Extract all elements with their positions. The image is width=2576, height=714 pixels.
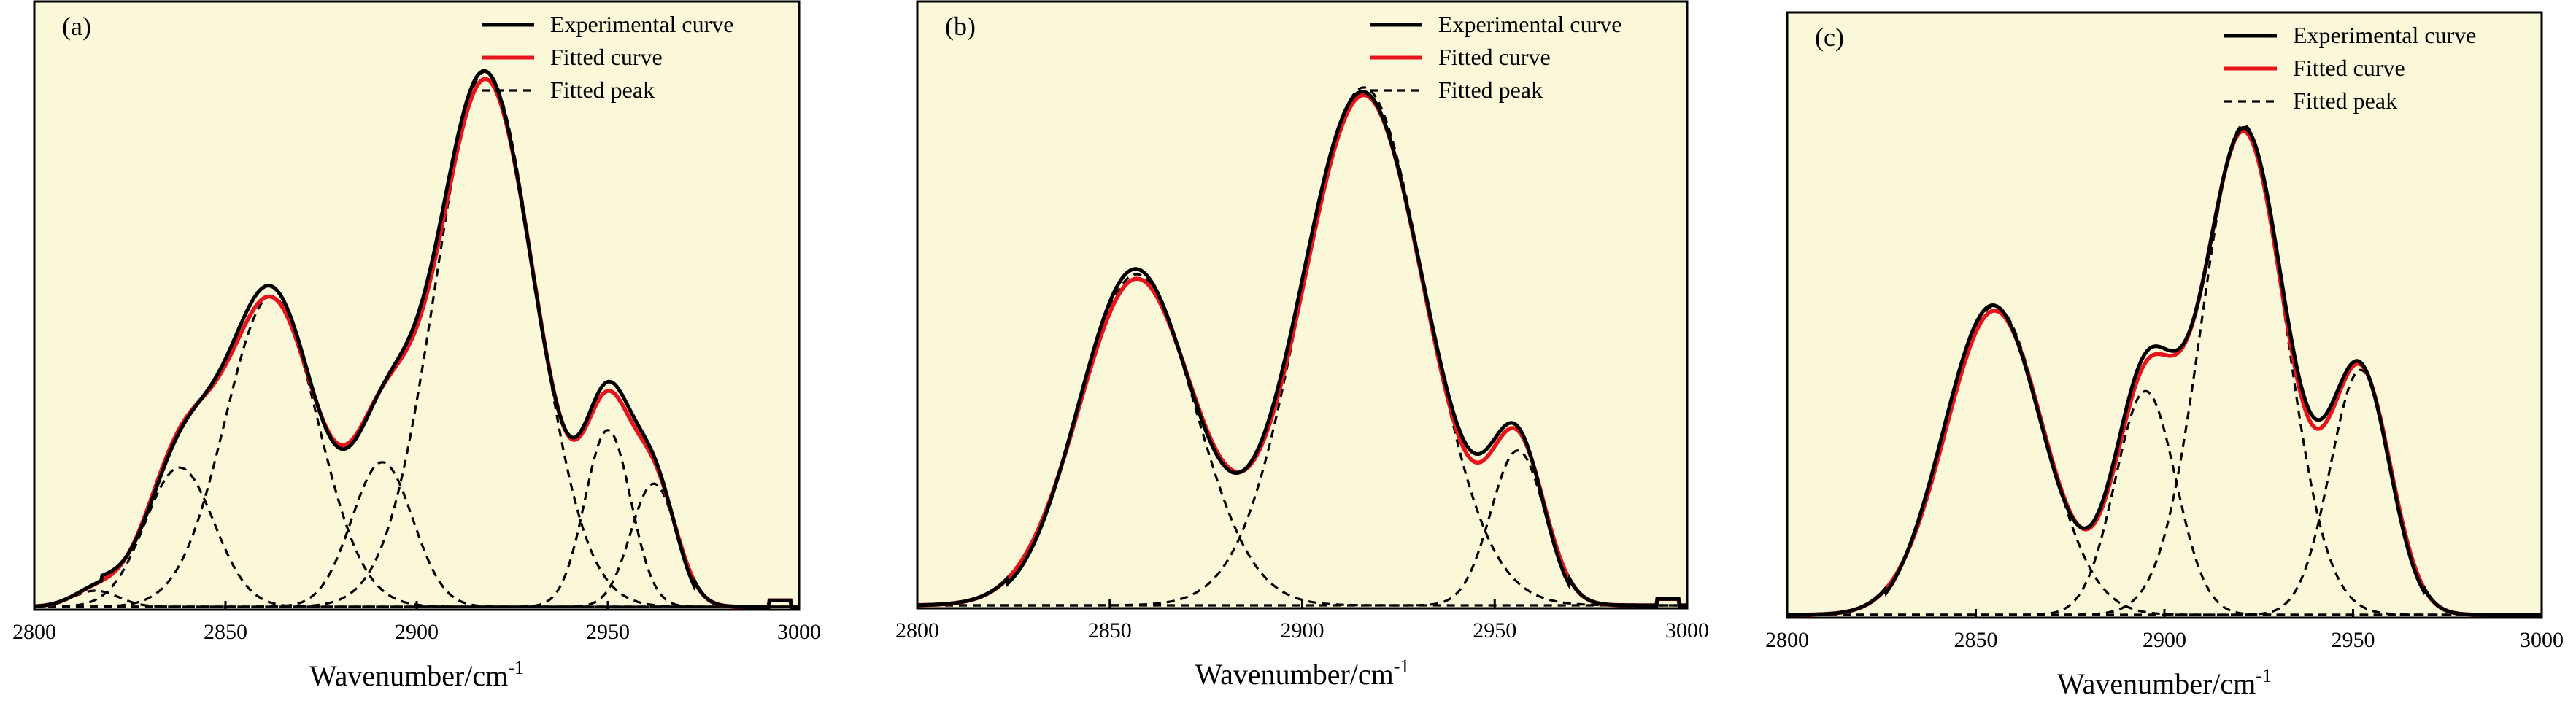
legend: Experimental curve Fitted curve Fitted pea… (482, 11, 733, 103)
panel-a: 2800 2850 2900 2950 3000 Wavenumber/cm-1 (a) Ex… (12, 0, 821, 692)
x-tick-label: 2800 (1765, 628, 1809, 652)
x-tick-label: 2950 (2332, 628, 2375, 652)
curves-group (1787, 123, 2542, 617)
plot-area (1787, 12, 2542, 618)
experimental-curve (34, 69, 799, 609)
legend-fitted-peak-label: Fitted peak (1438, 77, 1543, 103)
x-tick-label: 2900 (395, 620, 439, 644)
legend-fitted-curve-label: Fitted curve (2293, 55, 2405, 81)
legend-experimental-label: Experimental curve (1438, 11, 1621, 37)
x-axis-label: Wavenumber/cm-1 (1195, 656, 1410, 691)
x-tick-label: 2850 (1954, 628, 1998, 652)
panel-label: (a) (62, 12, 91, 41)
x-axis-label: Wavenumber/cm-1 (2057, 665, 2272, 700)
experimental-curve (1787, 125, 2542, 617)
legend-experimental-label: Experimental curve (550, 11, 733, 37)
x-tick-label: 3000 (2520, 628, 2564, 652)
fitted-peak-3 (917, 449, 1687, 607)
x-tick-label: 3000 (1665, 618, 1709, 643)
panel-c: 2800 2850 2900 2950 3000 Wavenumber/cm-1 (c) Ex… (1765, 11, 2564, 700)
panel-label: (b) (945, 12, 976, 41)
experimental-curve (917, 90, 1687, 608)
x-tick-label: 2850 (1088, 618, 1132, 643)
legend-fitted-peak-label: Fitted peak (2293, 88, 2397, 114)
x-tick-label: 2950 (1473, 618, 1516, 643)
legend: Experimental curve Fitted curve Fitted pea… (1370, 11, 1621, 103)
x-tick-label: 2850 (204, 620, 247, 644)
panel-b: 2800 2850 2900 2950 3000 Wavenumber/cm-1 (b) Ex… (895, 0, 1709, 691)
legend-fitted-peak-label: Fitted peak (550, 77, 655, 103)
x-tick-label: 3000 (777, 620, 821, 644)
x-tick-label: 2800 (12, 620, 56, 644)
x-tick-label: 2900 (2143, 628, 2186, 652)
x-axis-label: Wavenumber/cm-1 (309, 657, 524, 692)
panel-label: (c) (1815, 23, 1844, 52)
legend-experimental-label: Experimental curve (2293, 22, 2476, 48)
legend-fitted-curve-label: Fitted curve (550, 44, 663, 70)
curves-group (34, 69, 799, 609)
x-tick-label: 2950 (586, 620, 630, 644)
legend: Experimental curve Fitted curve Fitted pea… (2224, 22, 2476, 114)
plot-area (34, 1, 799, 610)
legend-fitted-curve-label: Fitted curve (1438, 44, 1551, 70)
x-tick-label: 2900 (1281, 618, 1324, 643)
x-tick-label: 2800 (895, 618, 939, 643)
plot-area (917, 1, 1687, 608)
